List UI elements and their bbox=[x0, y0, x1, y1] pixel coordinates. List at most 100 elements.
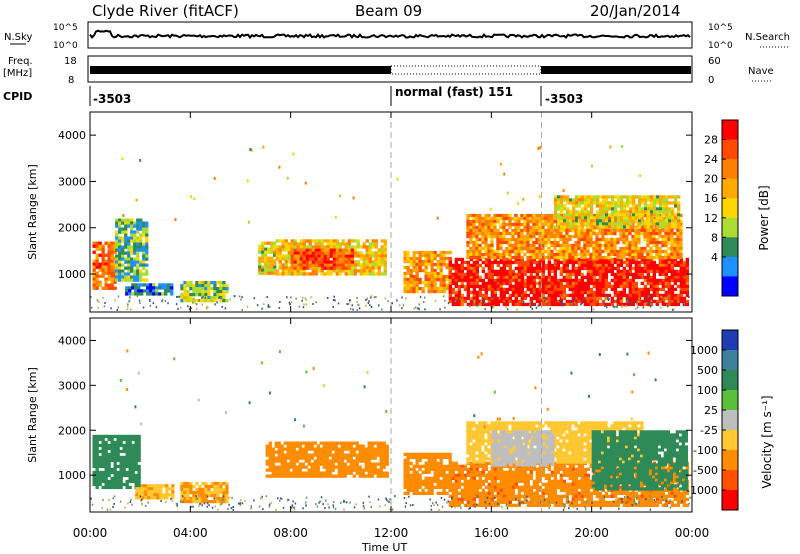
range-cell bbox=[385, 471, 389, 475]
range-cell bbox=[325, 471, 329, 475]
range-cell bbox=[466, 287, 470, 292]
range-cell bbox=[505, 290, 509, 295]
range-cell bbox=[110, 241, 114, 245]
range-cell bbox=[556, 278, 560, 283]
range-cell bbox=[574, 255, 578, 260]
range-cell bbox=[409, 271, 413, 276]
range-cell bbox=[557, 216, 561, 220]
range-cell bbox=[679, 260, 683, 265]
range-cell bbox=[286, 465, 290, 469]
range-cell bbox=[368, 272, 372, 276]
range-cell bbox=[101, 473, 105, 478]
range-cell bbox=[511, 272, 515, 277]
range-cell bbox=[547, 257, 551, 262]
range-cell bbox=[192, 496, 196, 501]
range-cell bbox=[213, 499, 217, 504]
range-cell bbox=[280, 450, 284, 454]
range-cell bbox=[170, 292, 174, 296]
range-cell bbox=[110, 271, 114, 275]
range-cell bbox=[652, 231, 656, 236]
range-cell bbox=[661, 272, 665, 277]
range-cell bbox=[107, 286, 111, 290]
range-cell bbox=[517, 278, 521, 283]
range-cell bbox=[142, 266, 146, 270]
range-cell bbox=[667, 231, 671, 236]
range-cell bbox=[547, 275, 551, 280]
range-cell bbox=[370, 456, 374, 460]
range-cell bbox=[616, 281, 620, 286]
range-cell bbox=[302, 260, 306, 264]
range-cell bbox=[658, 213, 662, 218]
range-cell bbox=[421, 488, 425, 492]
range-cell bbox=[286, 441, 290, 445]
speckle-cell bbox=[607, 299, 610, 301]
range-cell bbox=[550, 213, 554, 218]
range-cell bbox=[628, 249, 632, 254]
range-cell bbox=[610, 269, 614, 274]
range-cell bbox=[463, 278, 467, 283]
range-cell bbox=[532, 287, 536, 292]
range-cell bbox=[150, 484, 154, 488]
range-cell bbox=[637, 231, 641, 236]
range-cell bbox=[554, 210, 558, 214]
range-cell bbox=[583, 231, 587, 236]
range-cell bbox=[649, 237, 653, 242]
range-cell bbox=[95, 452, 99, 457]
range-cell bbox=[478, 255, 482, 260]
range-cell bbox=[592, 260, 596, 265]
range-cell bbox=[575, 213, 579, 217]
speckle-cell bbox=[561, 300, 563, 303]
range-cell bbox=[469, 252, 473, 257]
range-cell bbox=[116, 476, 120, 481]
range-cell bbox=[149, 283, 153, 287]
range-cell bbox=[317, 257, 321, 261]
range-cell bbox=[490, 302, 494, 307]
range-cell bbox=[611, 204, 615, 208]
range-cell bbox=[201, 290, 205, 294]
range-cell bbox=[535, 219, 539, 224]
range-cell bbox=[638, 198, 642, 202]
range-cell bbox=[424, 265, 428, 270]
range-cell bbox=[616, 290, 620, 295]
range-cell bbox=[293, 272, 297, 276]
range-cell bbox=[520, 243, 524, 248]
range-cell bbox=[598, 284, 602, 289]
range-cell bbox=[412, 289, 416, 294]
range-cell bbox=[442, 452, 446, 456]
range-cell bbox=[317, 251, 321, 255]
range-cell bbox=[274, 468, 278, 472]
range-cell bbox=[469, 299, 473, 304]
range-cell bbox=[286, 462, 290, 466]
range-cell bbox=[572, 216, 576, 220]
range-cell bbox=[121, 218, 125, 222]
range-cell bbox=[115, 272, 119, 276]
speckle-cell bbox=[618, 304, 620, 307]
range-cell bbox=[565, 237, 569, 242]
range-cell bbox=[343, 465, 347, 469]
range-cell bbox=[607, 240, 611, 245]
range-cell bbox=[280, 468, 284, 472]
range-cell bbox=[469, 278, 473, 283]
range-cell bbox=[616, 240, 620, 245]
range-cell bbox=[487, 263, 491, 268]
range-cell bbox=[611, 210, 615, 214]
range-cell bbox=[484, 219, 488, 224]
range-cell bbox=[113, 446, 117, 451]
range-cell bbox=[350, 254, 354, 258]
speckle-cell bbox=[337, 302, 340, 305]
range-cell bbox=[596, 213, 600, 217]
range-cell bbox=[554, 216, 558, 220]
range-cell bbox=[562, 284, 566, 289]
nave-tick-bottom: 0 bbox=[708, 75, 714, 86]
speckle-cell bbox=[370, 296, 372, 299]
range-cell bbox=[308, 245, 312, 249]
range-cell bbox=[535, 228, 539, 233]
range-cell bbox=[319, 447, 323, 451]
range-cell bbox=[313, 471, 317, 475]
range-cell bbox=[373, 462, 377, 466]
range-cell bbox=[328, 450, 332, 454]
range-cell bbox=[601, 272, 605, 277]
range-cell bbox=[258, 247, 262, 251]
range-cell bbox=[320, 239, 324, 243]
range-cell bbox=[550, 240, 554, 245]
